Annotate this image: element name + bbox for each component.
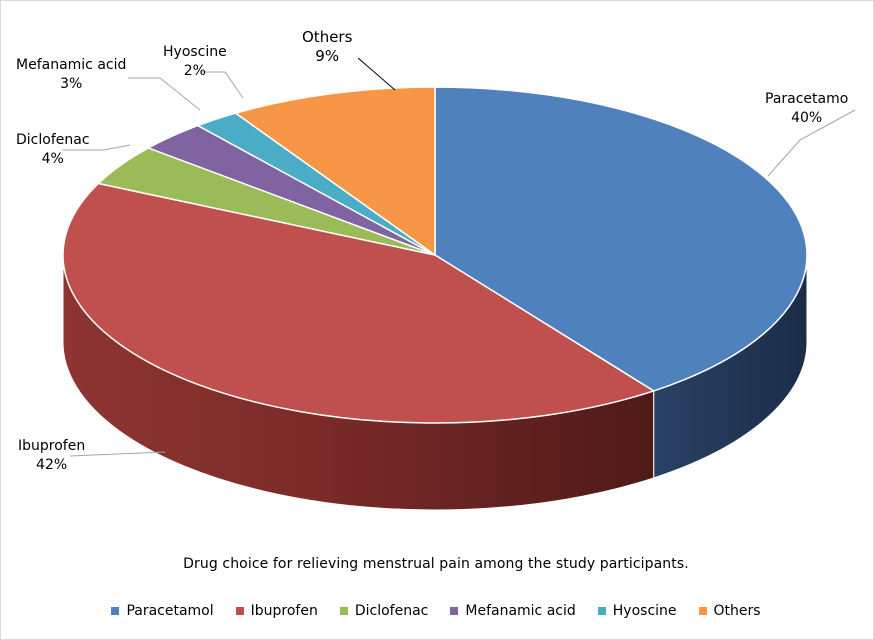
legend-item-paracetamol: Paracetamol [111,603,214,619]
leader-line-paracetamol [767,109,856,177]
legend-item-ibuprofen: Ibuprofen [235,603,318,619]
data-label-others: Others 9% [302,28,352,66]
data-label-percent: 3% [60,76,83,92]
data-label-percent: 9% [315,47,340,65]
legend-label: Mefanamic acid [465,603,576,619]
data-label-mefanamic-acid: Mefanamic acid 3% [16,56,126,94]
data-label-name: Paracetamo [765,91,849,107]
data-label-hyoscine: Hyoscine 2% [163,43,227,81]
data-label-name: Hyoscine [163,44,227,60]
data-label-name: Ibuprofen [18,438,86,454]
chart-title: Drug choice for relieving menstrual pain… [183,556,689,572]
data-label-name: Diclofenac [16,132,90,148]
pie-slice-others [233,86,436,257]
legend-swatch [235,607,244,615]
legend-item-diclofenac: Diclofenac [339,603,429,619]
data-label-ibuprofen: Ibuprofen 42% [18,437,85,475]
legend-swatch [597,607,606,615]
data-label-percent: 40% [791,110,823,126]
legend-item-hyoscine: Hyoscine [597,603,677,619]
pie-slice-paracetamol [434,86,808,392]
data-label-paracetamol: Paracetamo 40% [765,90,848,128]
data-label-name: Others [302,28,353,46]
legend-label: Ibuprofen [250,603,318,619]
data-label-name: Mefanamic acid [16,57,127,73]
legend-item-mefanamic-acid: Mefanamic acid [450,603,576,619]
legend-swatch [339,607,348,615]
legend-swatch [111,607,120,615]
data-label-percent: 2% [183,63,206,79]
leader-line-diclofenac [62,144,131,151]
legend: Paracetamol Ibuprofen Diclofenac Mefanam… [0,603,872,619]
data-label-diclofenac: Diclofenac 4% [16,131,90,169]
legend-swatch [450,607,459,615]
data-label-percent: 4% [41,151,64,167]
leader-line-mefanamic-acid [128,77,201,111]
legend-swatch [698,607,707,615]
legend-label: Others [713,603,761,619]
legend-label: Diclofenac [354,603,429,619]
legend-label: Paracetamol [126,603,214,619]
pie-slice-ibuprofen [62,182,656,424]
leader-line-ibuprofen [69,451,166,457]
legend-label: Hyoscine [612,603,677,619]
leader-line-hyoscine [200,71,244,99]
legend-item-others: Others [698,603,761,619]
data-label-percent: 42% [36,457,68,473]
leader-line-others [357,57,396,91]
